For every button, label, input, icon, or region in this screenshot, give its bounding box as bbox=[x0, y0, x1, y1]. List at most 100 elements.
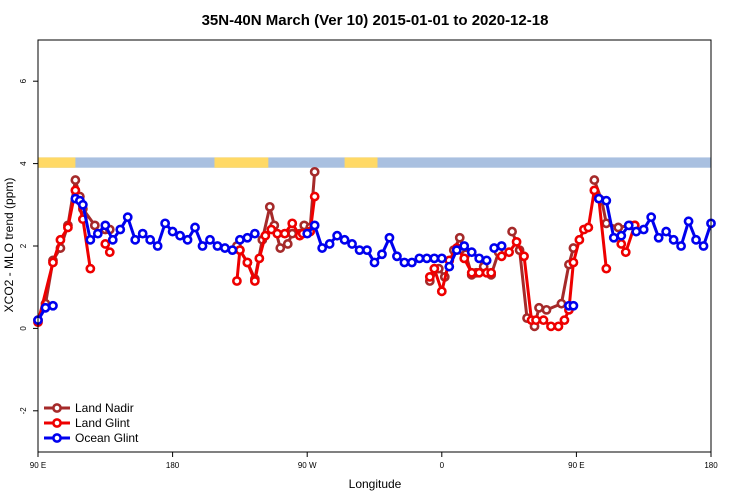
ocean-glint-point bbox=[362, 245, 372, 256]
land-glint-point bbox=[287, 218, 298, 229]
ocean-glint-point bbox=[616, 230, 627, 241]
ocean-glint-point bbox=[309, 220, 320, 231]
ocean-glint-point bbox=[197, 241, 208, 251]
land-glint-point bbox=[254, 253, 265, 264]
land-glint-point bbox=[249, 276, 260, 286]
land-glint-point bbox=[519, 251, 529, 262]
land-nadir-point bbox=[541, 304, 552, 315]
ocean-glint-point bbox=[593, 193, 604, 204]
land-nadir-point bbox=[507, 226, 517, 237]
land-nadir-point bbox=[282, 239, 293, 249]
ocean-glint-point bbox=[668, 234, 679, 245]
land-nadir-point bbox=[309, 166, 320, 177]
y-tick-label: -2 bbox=[19, 407, 28, 415]
ocean-glint-point bbox=[354, 245, 365, 256]
ocean-glint-point bbox=[466, 247, 477, 258]
land-band-1 bbox=[214, 157, 269, 168]
land-glint-point bbox=[574, 234, 585, 245]
plot-area bbox=[33, 157, 716, 332]
ocean-glint-point bbox=[601, 195, 612, 206]
ocean-glint-point bbox=[205, 234, 215, 245]
ocean-glint-point bbox=[175, 230, 185, 241]
ocean-glint-point bbox=[369, 257, 380, 268]
land-nadir-point bbox=[556, 298, 567, 309]
y-axis-label: XCO2 - MLO trend (ppm) bbox=[2, 178, 16, 313]
y-tick-label: 6 bbox=[19, 78, 28, 83]
legend-item-land-nadir: Land Nadir bbox=[44, 401, 134, 415]
land-glint-point bbox=[553, 321, 564, 332]
x-tick-label: 90 E bbox=[568, 461, 584, 470]
ocean-glint-point bbox=[100, 220, 111, 231]
ocean-glint-point bbox=[459, 241, 470, 251]
land-glint-point bbox=[85, 263, 96, 274]
ocean-glint-point bbox=[347, 239, 357, 249]
ocean-glint-point bbox=[249, 228, 260, 239]
ocean-glint-point bbox=[638, 224, 649, 235]
ocean-glint-point bbox=[444, 261, 455, 272]
plot-frame bbox=[37, 39, 712, 453]
land-glint-point bbox=[55, 234, 66, 245]
x-tick-label: 0 bbox=[440, 461, 445, 470]
land-glint-point bbox=[559, 315, 570, 326]
land-glint-point bbox=[48, 257, 58, 268]
land-glint-point bbox=[429, 263, 440, 274]
land-glint-point bbox=[589, 185, 600, 196]
land-glint-point bbox=[538, 315, 549, 326]
ocean-glint-point bbox=[646, 212, 657, 223]
ocean-glint-point bbox=[92, 228, 103, 239]
ocean-glint-point bbox=[623, 220, 634, 231]
ocean-glint-point bbox=[324, 239, 335, 249]
ocean-glint-point bbox=[107, 234, 118, 245]
land-nadir-point bbox=[589, 175, 600, 185]
land-glint-point bbox=[309, 191, 320, 202]
land-glint-point bbox=[616, 239, 627, 249]
land-nadir-point bbox=[601, 218, 612, 229]
land-glint-point bbox=[424, 271, 435, 282]
ocean-glint-point bbox=[399, 257, 410, 268]
ocean-glint-point bbox=[489, 243, 500, 253]
ocean-glint-point bbox=[152, 241, 163, 251]
land-nadir-point bbox=[89, 220, 100, 231]
land-nadir-point bbox=[70, 175, 81, 185]
legend-label: Ocean Glint bbox=[75, 431, 139, 445]
land-glint-point bbox=[546, 321, 556, 332]
land-glint-point bbox=[272, 228, 283, 239]
series-land-nadir bbox=[33, 166, 640, 332]
ocean-glint-point bbox=[496, 241, 507, 251]
ocean-glint-point bbox=[384, 232, 395, 243]
land-glint-point bbox=[279, 228, 290, 239]
ocean-glint-point bbox=[77, 199, 88, 210]
chart-title: 35N-40N March (Ver 10) 2015-01-01 to 202… bbox=[202, 12, 549, 29]
ocean-glint-point bbox=[608, 232, 619, 243]
ocean-glint-point bbox=[167, 226, 178, 237]
land-glint-point bbox=[496, 251, 507, 262]
land-glint-point bbox=[511, 236, 522, 247]
land-ocean-strip bbox=[38, 157, 711, 168]
x-tick-label: 180 bbox=[166, 461, 180, 470]
ocean-glint-point bbox=[220, 243, 230, 253]
ocean-glint-point bbox=[568, 300, 579, 311]
ocean-glint-point bbox=[130, 234, 141, 245]
y-tick-label: 0 bbox=[19, 326, 28, 331]
land-band-0 bbox=[38, 157, 76, 168]
land-nadir-point bbox=[275, 243, 286, 253]
land-glint-point bbox=[486, 267, 497, 278]
ocean-glint-point bbox=[421, 253, 432, 264]
legend-item-land-glint: Land Glint bbox=[44, 416, 130, 430]
ocean-glint-point bbox=[48, 300, 58, 311]
series-layer bbox=[33, 166, 716, 332]
land-glint-point bbox=[620, 247, 631, 258]
land-glint-point bbox=[459, 253, 470, 264]
x-tick-label: 90 W bbox=[298, 461, 317, 470]
y-tick-label: 4 bbox=[19, 161, 28, 166]
x-tick-label: 90 E bbox=[30, 461, 46, 470]
ocean-glint-point bbox=[242, 232, 253, 243]
land-glint-point bbox=[531, 315, 541, 326]
legend-swatch-point bbox=[52, 403, 62, 413]
ocean-glint-point bbox=[40, 302, 51, 313]
land-glint-point bbox=[260, 230, 271, 241]
ocean-glint-point bbox=[317, 243, 328, 253]
ocean-glint-point bbox=[137, 228, 148, 239]
ocean-glint-point bbox=[115, 224, 126, 235]
